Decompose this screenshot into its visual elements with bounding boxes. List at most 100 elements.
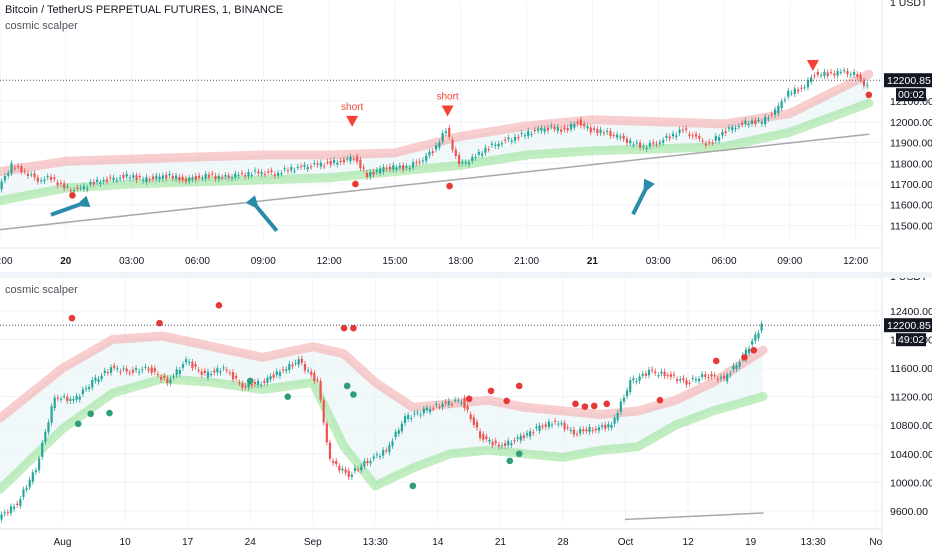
candle-body [453,399,457,401]
candle-body [81,389,84,395]
candle-body [53,177,56,180]
candle-body [240,172,243,174]
indicator-chart-pane[interactable]: 1 USDT12400.0012000.0011600.0011200.0010… [0,271,932,550]
candle-body [428,151,431,156]
candle-body [257,171,260,174]
candle-body [717,137,721,141]
candle-body [20,166,23,172]
candle-body [122,175,125,178]
time-axis-tick: Oct [618,537,634,548]
candle-body [438,142,441,148]
sell-band [0,69,874,176]
candle-body [306,370,310,372]
time-axis-tick: 24 [245,537,257,548]
candle-body [727,127,731,129]
candle-body [516,437,519,440]
candle-body [494,144,497,146]
indicator-label-bottom[interactable]: cosmic scalper [5,284,78,296]
candle-body [732,365,735,370]
candle-body [569,429,572,432]
candle-body [352,158,355,160]
candle-body [316,379,319,381]
signal-dot-red [465,395,473,403]
candle-body [790,93,793,95]
candle-body [75,395,78,400]
candle-body [704,374,707,377]
candle-body [579,119,582,126]
time-axis-tick: 09:00 [251,256,276,267]
candle-body [309,166,313,168]
candle-body [612,135,615,137]
candle-body [191,361,194,369]
annotation-arrow [631,189,647,216]
candle-body [833,73,836,76]
candle-body [385,167,388,169]
candle-body [530,134,533,136]
candle-body [622,135,625,139]
price-chart-pane[interactable]: short short 1 USDT 12100.00 12000.00 11900.00… [0,0,932,272]
candle-body [355,156,359,162]
sell-band [0,331,768,423]
candle-body [532,432,535,434]
signal-dot-red [350,324,357,332]
candle-body [91,380,94,388]
candle-body [668,136,671,139]
candle-body [691,377,694,379]
candle-body [323,165,326,167]
candle-body [711,142,714,144]
candle-body [394,431,397,438]
candle-body [194,176,197,180]
candle-body [500,445,504,447]
candle-body [554,420,557,422]
candle-body [79,187,82,189]
candle-body [447,400,450,405]
candle-body [575,433,579,435]
candle-body [56,182,59,186]
pane-divider[interactable] [0,272,932,278]
candle-body [349,156,352,162]
candle-body [810,77,813,82]
symbol-title[interactable]: Bitcoin / TetherUS PERPETUAL FUTURES, 1,… [5,4,284,16]
time-axis-tick: Sep [304,537,322,548]
candle-body [378,456,382,458]
candle-body [672,374,676,376]
band-fill [0,74,869,201]
candle-body [365,172,369,177]
candle-body [291,364,294,367]
last-price-badge [884,318,932,333]
indicator-chart-svg[interactable]: 1 USDT12400.0012000.0011600.0011200.0010… [0,271,932,550]
candle-body [519,435,522,441]
candle-body [128,372,131,374]
signal-dot-green [515,450,523,458]
time-axis-tick: 21 [495,537,507,548]
candle-body [23,171,26,173]
candle-body [713,375,716,377]
candle-body [632,144,635,146]
candle-body [675,135,678,138]
candle-body [757,120,760,122]
candle-body [517,136,520,139]
candle-body [198,175,201,178]
candle-body [729,373,732,375]
candle-body [16,503,19,505]
countdown-badge [896,333,926,347]
candle-body [150,367,153,373]
candle-body [350,474,353,477]
candle-body [78,396,81,400]
price-axis-unit: 1 USDT [890,278,928,283]
candle-body [379,168,382,174]
candle-body [103,370,106,374]
candle-body [523,135,527,137]
candle-body [582,429,585,432]
indicator-label[interactable]: cosmic scalper [5,20,78,32]
candle-body [95,179,99,182]
price-axis-tick: 11700.00 [890,179,932,191]
candle-body [722,375,726,379]
candle-body [119,371,122,373]
candle-body [347,470,350,478]
candle-body [663,371,666,377]
candle-body [319,162,322,167]
candle-body [557,423,560,425]
candle-body [500,143,503,145]
